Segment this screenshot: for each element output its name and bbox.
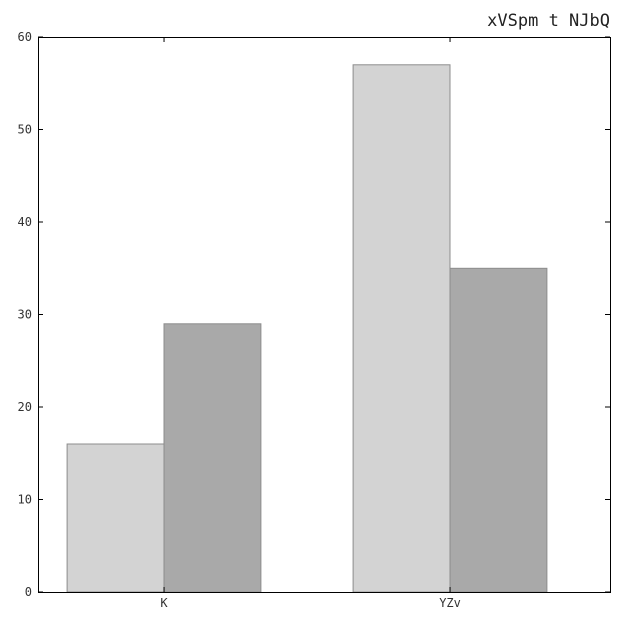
bar-K-1 <box>66 443 165 593</box>
x-tick-label-K: K <box>160 596 168 610</box>
x-tick-label-YZv: YZv <box>439 596 461 610</box>
bar-YZv-2 <box>449 267 548 593</box>
y-tick-label-60: 60 <box>18 30 32 44</box>
y-tick-label-20: 20 <box>18 400 32 414</box>
bar-YZv-1 <box>352 64 451 593</box>
y-tick-label-50: 50 <box>18 123 32 137</box>
y-tick-label-0: 0 <box>25 585 32 599</box>
x-axis: K YZv <box>160 37 461 610</box>
y-tick-label-30: 30 <box>18 308 32 322</box>
y-tick-label-10: 10 <box>18 493 32 507</box>
chart-title: xVSpm t NJbQ <box>487 11 610 31</box>
bars-layer <box>66 64 548 593</box>
y-tick-label-40: 40 <box>18 215 32 229</box>
y-axis: 0 10 20 30 40 50 60 <box>18 30 610 599</box>
bar-K-2 <box>163 323 262 593</box>
